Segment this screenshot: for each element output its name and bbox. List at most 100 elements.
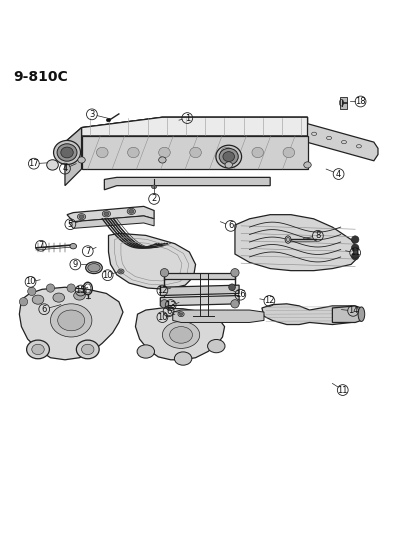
Text: 15: 15 xyxy=(75,286,86,295)
Text: 6: 6 xyxy=(166,307,171,316)
Circle shape xyxy=(27,287,36,295)
Text: 4: 4 xyxy=(62,164,67,173)
Ellipse shape xyxy=(151,185,156,189)
Ellipse shape xyxy=(32,295,44,304)
Polygon shape xyxy=(69,216,154,228)
Ellipse shape xyxy=(106,118,111,122)
Ellipse shape xyxy=(54,141,81,165)
Ellipse shape xyxy=(97,147,108,158)
Ellipse shape xyxy=(32,344,44,354)
Text: 4: 4 xyxy=(336,169,341,179)
Polygon shape xyxy=(82,117,307,136)
Circle shape xyxy=(160,269,168,277)
Ellipse shape xyxy=(50,304,92,337)
Ellipse shape xyxy=(88,264,100,272)
Text: 14: 14 xyxy=(348,306,358,316)
Ellipse shape xyxy=(86,262,102,273)
Polygon shape xyxy=(299,122,378,161)
Ellipse shape xyxy=(170,327,193,343)
Ellipse shape xyxy=(223,152,235,161)
Ellipse shape xyxy=(216,145,242,168)
Circle shape xyxy=(352,236,359,243)
Ellipse shape xyxy=(252,147,264,158)
Text: 5: 5 xyxy=(68,220,73,229)
Ellipse shape xyxy=(61,147,73,158)
Ellipse shape xyxy=(174,352,192,365)
Ellipse shape xyxy=(79,215,84,219)
Text: 8: 8 xyxy=(315,231,321,240)
Text: 1: 1 xyxy=(185,114,190,123)
Text: 16: 16 xyxy=(235,290,246,299)
FancyBboxPatch shape xyxy=(340,97,347,109)
Text: 2: 2 xyxy=(151,195,157,204)
Ellipse shape xyxy=(304,162,311,168)
Circle shape xyxy=(352,253,359,260)
Ellipse shape xyxy=(285,236,291,243)
Polygon shape xyxy=(136,308,225,360)
Ellipse shape xyxy=(158,147,170,158)
Ellipse shape xyxy=(104,212,109,216)
Ellipse shape xyxy=(27,340,50,359)
Ellipse shape xyxy=(208,340,225,353)
Text: 10: 10 xyxy=(157,312,168,321)
Polygon shape xyxy=(160,285,239,295)
Text: 3: 3 xyxy=(89,110,94,119)
Ellipse shape xyxy=(74,291,85,300)
Ellipse shape xyxy=(77,340,99,359)
Polygon shape xyxy=(332,306,362,322)
Ellipse shape xyxy=(58,310,84,331)
Circle shape xyxy=(160,300,168,308)
Circle shape xyxy=(229,284,235,290)
Polygon shape xyxy=(20,287,123,360)
Polygon shape xyxy=(65,127,82,185)
Text: 9: 9 xyxy=(73,260,78,269)
Circle shape xyxy=(352,244,359,252)
Ellipse shape xyxy=(179,313,183,316)
Ellipse shape xyxy=(128,147,139,158)
Ellipse shape xyxy=(129,209,134,213)
Circle shape xyxy=(231,300,239,308)
Ellipse shape xyxy=(78,157,85,163)
Polygon shape xyxy=(82,117,307,136)
Ellipse shape xyxy=(162,321,200,349)
Ellipse shape xyxy=(118,269,124,274)
Ellipse shape xyxy=(102,211,111,217)
Ellipse shape xyxy=(119,270,123,273)
Ellipse shape xyxy=(77,214,86,220)
Polygon shape xyxy=(173,310,264,322)
Circle shape xyxy=(67,284,75,292)
Ellipse shape xyxy=(178,312,184,317)
Text: 11: 11 xyxy=(337,385,348,394)
Polygon shape xyxy=(160,295,239,306)
Ellipse shape xyxy=(225,162,233,168)
Ellipse shape xyxy=(127,208,136,214)
Text: 12: 12 xyxy=(157,286,168,295)
Text: 10: 10 xyxy=(102,271,113,280)
Ellipse shape xyxy=(358,307,365,321)
Polygon shape xyxy=(65,117,307,146)
Text: 6: 6 xyxy=(42,305,47,314)
Polygon shape xyxy=(262,304,359,325)
Text: 7: 7 xyxy=(85,247,90,256)
Polygon shape xyxy=(164,273,235,279)
Text: 6: 6 xyxy=(228,221,233,230)
Polygon shape xyxy=(67,206,154,222)
Ellipse shape xyxy=(53,293,64,302)
Circle shape xyxy=(231,269,239,277)
Text: 11: 11 xyxy=(350,248,360,257)
Ellipse shape xyxy=(190,147,201,158)
Ellipse shape xyxy=(82,344,94,354)
Polygon shape xyxy=(82,136,307,169)
Text: 17: 17 xyxy=(29,159,39,168)
Ellipse shape xyxy=(283,147,295,158)
Ellipse shape xyxy=(221,147,233,158)
Polygon shape xyxy=(235,215,357,271)
Ellipse shape xyxy=(137,345,154,358)
Text: 18: 18 xyxy=(355,97,366,106)
Polygon shape xyxy=(109,233,196,289)
Ellipse shape xyxy=(158,157,166,163)
Text: 7: 7 xyxy=(38,241,44,251)
Text: 12: 12 xyxy=(264,296,275,305)
Circle shape xyxy=(46,284,54,292)
Ellipse shape xyxy=(57,144,77,161)
